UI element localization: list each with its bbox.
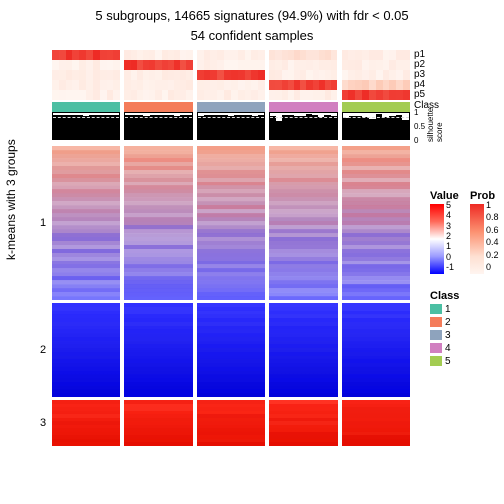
legend-class-label: 2: [445, 317, 451, 328]
silh-tick: 1: [414, 108, 418, 117]
silh-tick: 0.5: [414, 122, 425, 131]
legend-class-label: 3: [445, 330, 451, 341]
legend-class: Class 1 2 3 4 5: [430, 290, 459, 369]
heatmap-group-1: [52, 146, 410, 300]
legend-class-label: 5: [445, 356, 451, 367]
legend-class-item: 1: [430, 304, 459, 316]
class-track: [52, 102, 410, 112]
legend-title: Class: [430, 290, 459, 302]
silh-title: silhouettescore: [426, 108, 444, 142]
legend-tick: 0.8: [486, 212, 499, 222]
prob-row-p1: [52, 50, 410, 60]
group-label-2: 2: [40, 344, 46, 356]
legend-tick: 0: [446, 252, 451, 262]
title-main: 5 subgroups, 14665 signatures (94.9%) wi…: [0, 8, 504, 23]
legend-tick: 2: [446, 231, 451, 241]
legend-tick: 0.6: [486, 225, 499, 235]
legend-tick: 4: [446, 210, 451, 220]
legend-tick: 1: [486, 200, 491, 210]
prob-row-p5: [52, 90, 410, 100]
swatch-icon: [430, 317, 442, 327]
group-label-1: 1: [40, 217, 46, 229]
legend-value: Value543210-1: [430, 190, 464, 277]
swatch-icon: [430, 304, 442, 314]
legend-class-label: 4: [445, 343, 451, 354]
group-label-3: 3: [40, 417, 46, 429]
heatmap-group-3: [52, 400, 410, 446]
legend-tick: 3: [446, 221, 451, 231]
legend-class-item: 3: [430, 330, 459, 342]
silhouette-track: [52, 112, 410, 140]
legend-tick: 0: [486, 262, 491, 272]
swatch-icon: [430, 343, 442, 353]
legend-class-item: 5: [430, 356, 459, 368]
legend-class-item: 2: [430, 317, 459, 329]
silh-tick: 0: [414, 136, 418, 145]
prob-row-p2: [52, 60, 410, 70]
prob-row-p3: [52, 70, 410, 80]
legend-tick: -1: [446, 262, 454, 272]
prob-row-p4: [52, 80, 410, 90]
legend-prob: Prob10.80.60.40.20: [470, 190, 504, 277]
swatch-icon: [430, 356, 442, 366]
legend-class-item: 4: [430, 343, 459, 355]
legend-tick: 5: [446, 200, 451, 210]
legend-tick: 0.4: [486, 237, 499, 247]
y-axis-label: k-means with 3 groups: [4, 139, 18, 260]
legend-class-label: 1: [445, 304, 451, 315]
legend-gradient: [470, 204, 484, 274]
plot-area: [52, 50, 410, 488]
prob-label-p5: p5: [414, 89, 425, 100]
title-sub: 54 confident samples: [0, 28, 504, 43]
swatch-icon: [430, 330, 442, 340]
legend-gradient: [430, 204, 444, 274]
legend-tick: 1: [446, 241, 451, 251]
heatmap-group-2: [52, 303, 410, 397]
legend-tick: 0.2: [486, 250, 499, 260]
